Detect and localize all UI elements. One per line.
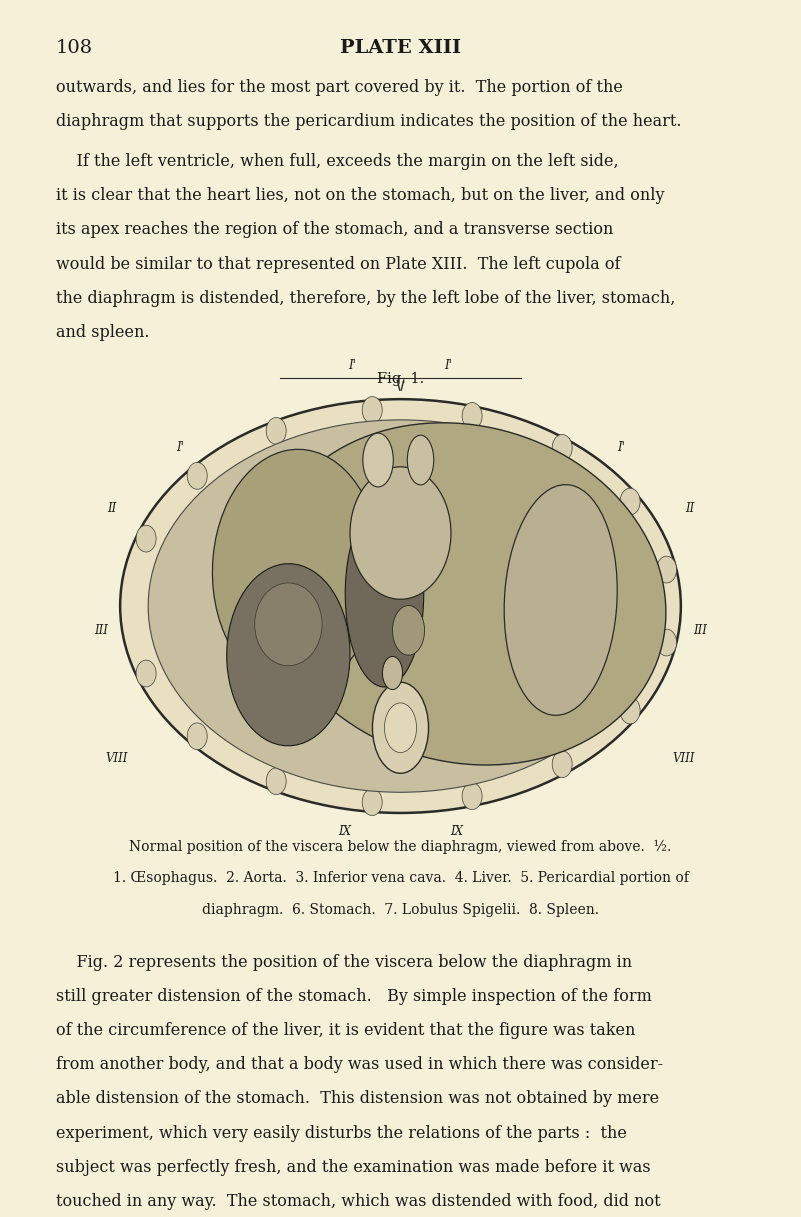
Text: III: III: [693, 624, 706, 636]
Ellipse shape: [362, 789, 382, 815]
Text: IX: IX: [450, 825, 463, 839]
Text: III: III: [95, 624, 108, 636]
Text: IX: IX: [338, 825, 351, 839]
Ellipse shape: [362, 397, 382, 424]
Text: still greater distension of the stomach.   By simple inspection of the form: still greater distension of the stomach.…: [56, 988, 652, 1005]
Ellipse shape: [383, 656, 403, 690]
Text: it is clear that the heart lies, not on the stomach, but on the liver, and only: it is clear that the heart lies, not on …: [56, 187, 665, 204]
Text: PLATE XIII: PLATE XIII: [340, 39, 461, 57]
Text: I': I': [176, 442, 184, 454]
Text: If the left ventricle, when full, exceeds the margin on the left side,: If the left ventricle, when full, exceed…: [56, 153, 618, 170]
Ellipse shape: [187, 462, 207, 489]
Ellipse shape: [148, 420, 653, 792]
Text: II: II: [107, 503, 116, 515]
Ellipse shape: [264, 422, 666, 765]
Ellipse shape: [657, 629, 677, 656]
Text: 1. Œsophagus.  2. Aorta.  3. Inferior vena cava.  4. Liver.  5. Pericardial port: 1. Œsophagus. 2. Aorta. 3. Inferior vena…: [113, 871, 688, 886]
Ellipse shape: [620, 488, 640, 515]
Ellipse shape: [212, 449, 380, 690]
Text: diaphragm.  6. Stomach.  7. Lobulus Spigelii.  8. Spleen.: diaphragm. 6. Stomach. 7. Lobulus Spigel…: [202, 903, 599, 918]
Ellipse shape: [120, 399, 681, 813]
Text: II: II: [685, 503, 694, 515]
Text: the diaphragm is distended, therefore, by the left lobe of the liver, stomach,: the diaphragm is distended, therefore, b…: [56, 290, 675, 307]
Text: able distension of the stomach.  This distension was not obtained by mere: able distension of the stomach. This dis…: [56, 1090, 659, 1107]
Ellipse shape: [136, 526, 156, 553]
Text: 4: 4: [284, 545, 292, 557]
Ellipse shape: [266, 768, 286, 795]
Text: 3: 3: [405, 551, 413, 563]
Ellipse shape: [187, 723, 207, 750]
Ellipse shape: [657, 556, 677, 583]
Ellipse shape: [384, 703, 417, 752]
Text: 6: 6: [268, 667, 276, 679]
Ellipse shape: [552, 751, 572, 778]
Text: its apex reaches the region of the stomach, and a transverse section: its apex reaches the region of the stoma…: [56, 221, 614, 239]
Text: 108: 108: [56, 39, 93, 57]
Ellipse shape: [462, 403, 482, 430]
Ellipse shape: [462, 783, 482, 809]
Text: Fig. 1.: Fig. 1.: [377, 372, 424, 387]
Text: Normal position of the viscera below the diaphragm, viewed from above.  ½.: Normal position of the viscera below the…: [130, 840, 671, 854]
Text: 2: 2: [388, 636, 396, 649]
Ellipse shape: [504, 484, 618, 716]
Ellipse shape: [372, 683, 429, 773]
Text: of the circumference of the liver, it is evident that the figure was taken: of the circumference of the liver, it is…: [56, 1022, 635, 1039]
Text: I': I': [348, 359, 356, 372]
Text: VIII: VIII: [673, 752, 695, 764]
Text: Fig. 2 represents the position of the viscera below the diaphragm in: Fig. 2 represents the position of the vi…: [56, 954, 632, 971]
Ellipse shape: [408, 436, 434, 484]
Text: from another body, and that a body was used in which there was consider-: from another body, and that a body was u…: [56, 1056, 663, 1073]
Text: experiment, which very easily disturbs the relations of the parts :  the: experiment, which very easily disturbs t…: [56, 1125, 627, 1142]
Text: outwards, and lies for the most part covered by it.  The portion of the: outwards, and lies for the most part cov…: [56, 79, 623, 96]
Text: diaphragm that supports the pericardium indicates the position of the heart.: diaphragm that supports the pericardium …: [56, 113, 682, 130]
Text: touched in any way.  The stomach, which was distended with food, did not: touched in any way. The stomach, which w…: [56, 1193, 661, 1210]
Ellipse shape: [255, 583, 322, 666]
Ellipse shape: [136, 660, 156, 686]
Ellipse shape: [620, 697, 640, 724]
Ellipse shape: [227, 563, 350, 746]
Text: and spleen.: and spleen.: [56, 324, 150, 341]
Text: I': I': [445, 359, 453, 372]
Ellipse shape: [266, 417, 286, 444]
Text: would be similar to that represented on Plate XIII.  The left cupola of: would be similar to that represented on …: [56, 256, 621, 273]
Ellipse shape: [392, 606, 425, 655]
Text: 4: 4: [557, 563, 565, 576]
Ellipse shape: [350, 467, 451, 599]
Ellipse shape: [345, 501, 424, 688]
Ellipse shape: [363, 433, 393, 487]
Text: I': I': [617, 442, 625, 454]
Text: subject was perfectly fresh, and the examination was made before it was: subject was perfectly fresh, and the exa…: [56, 1159, 650, 1176]
Ellipse shape: [552, 434, 572, 461]
Text: 7: 7: [413, 673, 421, 685]
Text: VIII: VIII: [106, 752, 128, 764]
